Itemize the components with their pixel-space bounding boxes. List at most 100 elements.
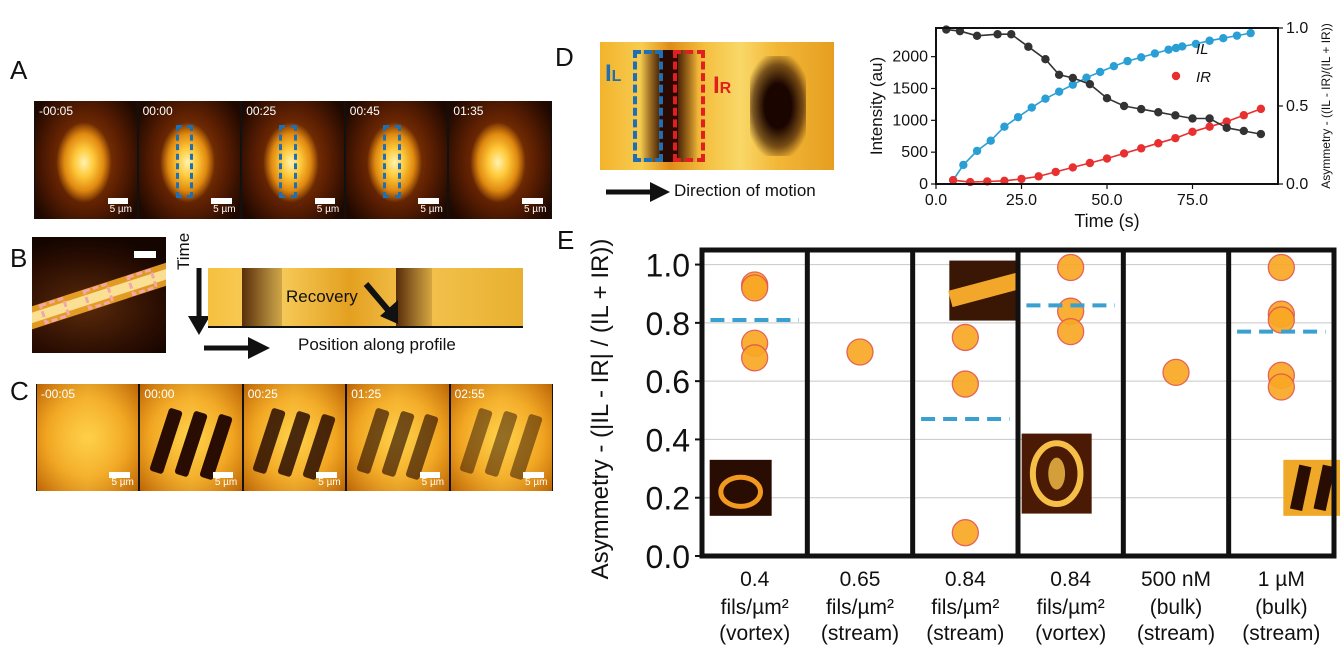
chart-e-frame: [699, 247, 1337, 559]
data-point: [1102, 154, 1112, 163]
bleach-region-box: [175, 124, 194, 198]
category-label-line2: (bulk): [1150, 596, 1203, 619]
data-point: [1137, 104, 1146, 114]
data-point: [951, 519, 979, 547]
y2-tick-label: 1.0: [1286, 20, 1308, 37]
direction-arrow: [606, 182, 670, 202]
category-label-line2: fils/µm²: [1037, 596, 1105, 619]
panel-c-image-strip: -00:05 5 µm 00:00 5 µm 00:25 5 µm 01:25 5 µm 02:…: [36, 384, 553, 491]
y-tick-label: 500: [901, 144, 928, 161]
scale-bar-label: 5 µm: [214, 477, 238, 489]
direction-of-motion-label: Direction of motion: [674, 181, 816, 200]
scale-bar: [314, 197, 336, 204]
timestamp-label: 00:45: [349, 104, 380, 118]
category-label-line1: 0.84: [1050, 568, 1091, 591]
category-label-line1: 500 nM: [1141, 568, 1211, 591]
scale-bar: [419, 471, 441, 478]
panel-label-b: B: [10, 243, 28, 273]
data-point: [1119, 149, 1129, 158]
frame-c-2: 00:25 5 µm: [243, 384, 346, 491]
data-point: [1017, 174, 1026, 184]
data-point: [966, 177, 975, 187]
data-point: [1239, 111, 1248, 120]
x-tick-label: 50.0: [1091, 192, 1122, 209]
data-point: [1109, 62, 1119, 71]
data-point: [741, 344, 769, 372]
x-tick-label: 25.0: [1006, 192, 1037, 209]
legend-marker: [1171, 71, 1181, 81]
data-point: [1164, 45, 1173, 54]
y-tick-label: 0.4: [646, 422, 690, 458]
scale-bar-label: 5 µm: [213, 203, 236, 215]
y-tick-label: 1000: [892, 112, 928, 129]
data-point: [1068, 73, 1077, 83]
data-point: [1256, 129, 1266, 139]
category-label-line2: fils/µm²: [931, 596, 999, 619]
scale-bar: [211, 197, 232, 204]
category-label-line3: (vortex): [719, 622, 790, 645]
bleach-region-box: [279, 124, 298, 198]
recovery-arrow: [363, 282, 398, 324]
panel-label-e: E: [557, 225, 575, 255]
data-point: [955, 26, 965, 36]
scale-bar-label: 5 µm: [316, 203, 340, 215]
y2-axis-label: Asymmetry - ((IL - IR)/(IL + IR)): [1319, 23, 1333, 188]
data-point: [1188, 114, 1197, 123]
category-label-line1: 0.65: [840, 568, 881, 591]
panel-label-d: D: [555, 42, 574, 72]
panel-b-image: [32, 237, 166, 353]
data-point: [1041, 55, 1050, 64]
data-point: [1119, 101, 1129, 111]
frame-a-2: 00:25 5 µm: [242, 101, 344, 219]
scale-bar: [316, 471, 337, 478]
frame-c-0: -00:05 5 µm: [37, 384, 139, 491]
data-point: [1137, 53, 1146, 62]
data-point: [1256, 104, 1266, 114]
data-point: [1057, 253, 1085, 282]
y2-tick-label: 0.5: [1286, 98, 1308, 115]
chart-d-plot: 0.0 25.0 50.0 75.0 0 500 1000 1500 2000 0.0 0.5 1.0…: [867, 20, 1333, 231]
x-tick-label: 0.0: [925, 192, 947, 209]
data-point: [1068, 163, 1077, 172]
data-point: [1246, 28, 1255, 38]
data-point: [1267, 306, 1295, 334]
y2-tick-label: 0.0: [1286, 176, 1308, 193]
y-axis-label: Intensity (au): [867, 57, 886, 155]
data-point: [1150, 49, 1160, 58]
y-tick-label: 1500: [892, 80, 928, 97]
data-point: [1267, 253, 1295, 282]
category-label-line2: fils/µm²: [826, 596, 894, 619]
timestamp-label: 00:25: [246, 104, 277, 118]
data-point: [1102, 94, 1112, 103]
scale-bar: [107, 197, 129, 204]
data-point: [1222, 123, 1231, 133]
timestamp-label: 02:55: [454, 387, 485, 401]
data-point: [951, 370, 979, 398]
panel-label-c: C: [10, 376, 29, 406]
frame-c-4: 02:55 5 µm: [450, 384, 552, 491]
data-point: [1000, 176, 1009, 186]
data-point: [942, 25, 951, 34]
legend-marker: [1171, 43, 1181, 53]
data-point: [1082, 73, 1091, 82]
panel-d-chart: 0.0 25.0 50.0 75.0 0 500 1000 1500 2000 0.0 0.5 1.0…: [867, 20, 1333, 231]
thumbnail-filament: [948, 272, 1021, 308]
legend-label: IL: [1196, 41, 1209, 58]
data-point: [993, 30, 1002, 39]
data-point: [1007, 30, 1016, 39]
data-point: [1171, 111, 1180, 120]
kymograph: [208, 268, 523, 328]
thumbnail-image: [1021, 433, 1092, 514]
data-point: [986, 136, 995, 145]
position-along-profile-label: Position along profile: [298, 335, 456, 354]
thumbnail-bar: [1289, 464, 1312, 512]
data-point: [1068, 80, 1077, 89]
data-point: [948, 175, 958, 185]
scale-bar-label: 5 µm: [421, 477, 445, 489]
scale-bar-label: 5 µm: [420, 203, 443, 215]
data-point: [1054, 87, 1064, 96]
legend-label: IR: [1196, 69, 1211, 86]
panel-a-image-strip: -00:05 5 µm 00:00 5 µm 00:25 5 µm 00:45 5 µm 01:…: [34, 101, 552, 219]
timestamp-label: 00:25: [247, 387, 278, 401]
recovery-label: Recovery: [286, 287, 358, 306]
